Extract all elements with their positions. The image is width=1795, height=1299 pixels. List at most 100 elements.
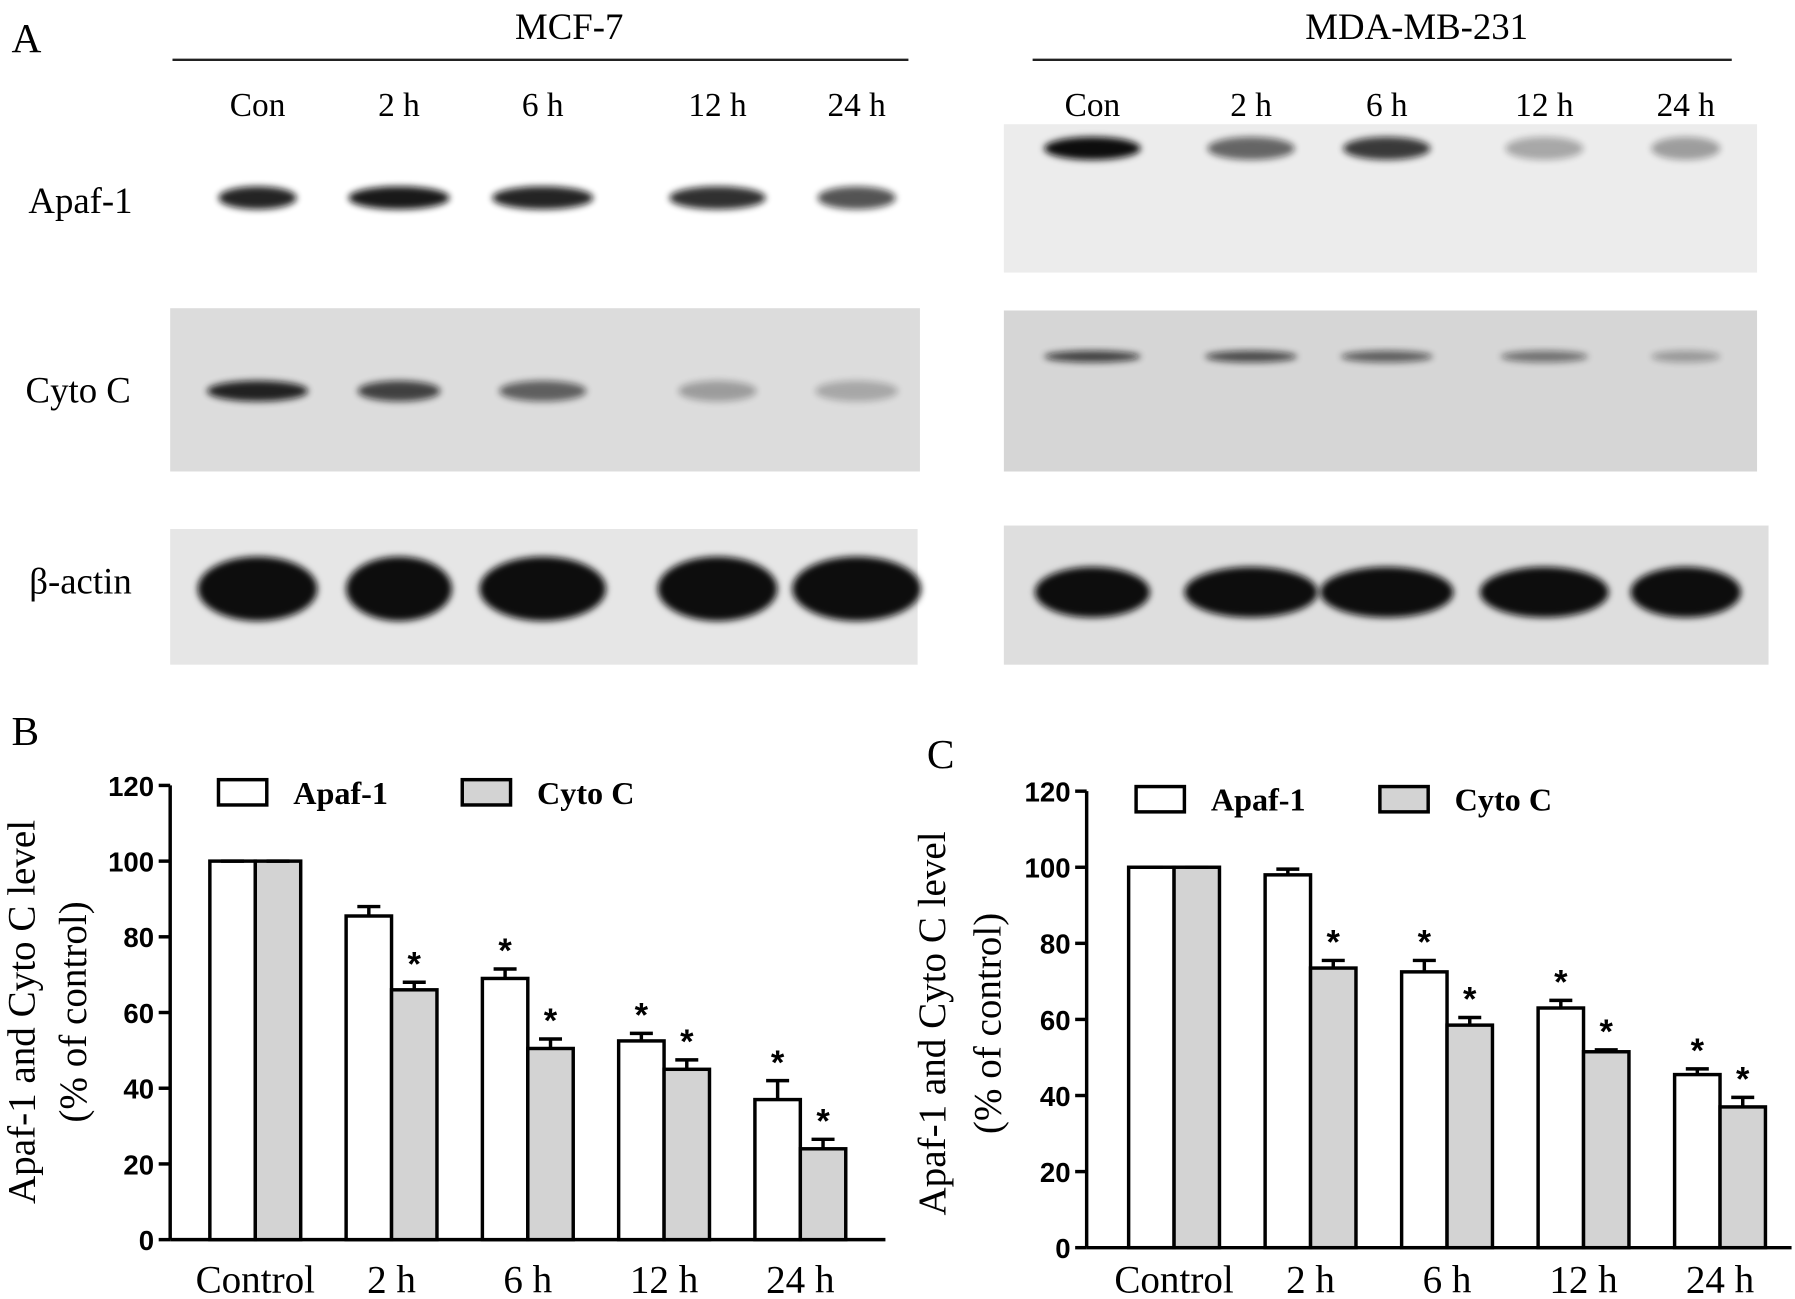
y-tick-label: 40 xyxy=(1040,1081,1071,1112)
legend-label: Cyto C xyxy=(1455,782,1552,818)
y-tick-label: 60 xyxy=(123,998,154,1029)
error-bar xyxy=(539,1037,563,1049)
row-label: Cyto C xyxy=(26,370,131,411)
band xyxy=(669,186,766,210)
bar xyxy=(1308,966,1358,1250)
y-tick-label: 80 xyxy=(123,922,154,953)
y-tick-label: 0 xyxy=(139,1225,154,1256)
lane-label: 2 h xyxy=(1230,87,1272,124)
band xyxy=(1651,350,1721,363)
band xyxy=(479,556,606,621)
error-bar xyxy=(1549,998,1573,1009)
blot-background xyxy=(1003,310,1758,472)
y-axis-label: (% of control) xyxy=(52,901,95,1122)
bar xyxy=(1718,1105,1768,1250)
band xyxy=(1207,136,1295,160)
y-axis-label: (% of control) xyxy=(966,913,1009,1134)
panel-label: A xyxy=(11,15,41,61)
bar xyxy=(1672,1072,1722,1250)
significance-marker: * xyxy=(1600,1013,1614,1051)
band xyxy=(1340,350,1433,363)
legend-label: Cyto C xyxy=(537,775,634,811)
lane-label: Con xyxy=(230,87,286,124)
error-bar xyxy=(1731,1095,1755,1107)
band xyxy=(1630,566,1741,618)
bar xyxy=(208,859,258,1242)
x-tick-label: 2 h xyxy=(1286,1259,1335,1299)
significance-marker: * xyxy=(1327,924,1341,962)
band xyxy=(817,186,896,210)
bar xyxy=(389,988,439,1242)
error-bar xyxy=(811,1137,835,1149)
legend-label: Apaf-1 xyxy=(1211,782,1306,818)
y-tick-label: 100 xyxy=(1025,853,1071,884)
bar xyxy=(253,859,303,1242)
bar xyxy=(1445,1023,1495,1250)
lane-label: 6 h xyxy=(522,87,564,124)
significance-marker: * xyxy=(1463,981,1477,1019)
y-tick-label: 20 xyxy=(1040,1157,1071,1188)
y-tick-label: 120 xyxy=(1025,777,1071,808)
y-axis-label: Apaf-1 and Cyto C level xyxy=(911,831,954,1215)
row-label: Apaf-1 xyxy=(28,180,132,221)
bar xyxy=(526,1046,575,1242)
lane-label: 12 h xyxy=(688,87,747,124)
y-tick-label: 80 xyxy=(1040,929,1071,960)
band xyxy=(492,186,594,210)
bar xyxy=(1263,873,1313,1250)
error-bar xyxy=(493,967,517,979)
x-tick-label: Control xyxy=(196,1259,316,1299)
x-tick-label: 12 h xyxy=(1549,1259,1618,1299)
y-tick-label: 60 xyxy=(1040,1005,1071,1036)
error-bar xyxy=(675,1058,699,1070)
x-tick-label: 24 h xyxy=(1686,1259,1755,1299)
band xyxy=(197,556,318,621)
band xyxy=(1479,566,1609,618)
error-bar xyxy=(357,904,381,917)
band xyxy=(1184,566,1318,618)
significance-marker: * xyxy=(680,1023,694,1061)
x-tick-label: 2 h xyxy=(367,1259,416,1299)
bar xyxy=(480,976,530,1242)
x-tick-label: Control xyxy=(1114,1259,1234,1299)
lane-label: Con xyxy=(1065,87,1121,124)
band xyxy=(1320,566,1454,618)
significance-marker: * xyxy=(544,1002,558,1040)
bar xyxy=(1126,865,1176,1250)
band xyxy=(1205,350,1298,363)
band xyxy=(346,556,452,621)
bar xyxy=(344,914,394,1242)
significance-marker: * xyxy=(1418,924,1432,962)
significance-marker: * xyxy=(408,945,422,983)
panel-label: B xyxy=(11,708,39,754)
band xyxy=(206,380,309,402)
y-tick-label: 120 xyxy=(108,771,154,802)
lane-label: 2 h xyxy=(378,87,420,124)
band xyxy=(678,380,757,402)
band xyxy=(792,556,922,621)
x-tick-label: 6 h xyxy=(1423,1259,1472,1299)
band xyxy=(657,556,778,621)
error-bar xyxy=(629,1031,653,1041)
band xyxy=(1651,136,1721,160)
band xyxy=(1343,136,1431,160)
panel-label: C xyxy=(927,731,955,777)
bar xyxy=(1399,970,1449,1250)
significance-marker: * xyxy=(1736,1061,1750,1099)
bar xyxy=(1536,1006,1586,1250)
significance-marker: * xyxy=(1554,964,1568,1002)
y-tick-label: 20 xyxy=(123,1149,154,1180)
error-bar xyxy=(1276,867,1300,875)
significance-marker: * xyxy=(816,1102,830,1140)
error-bar xyxy=(1685,1067,1709,1075)
blot-title: MDA-MB-231 xyxy=(1305,6,1528,47)
bar xyxy=(616,1039,666,1242)
legend-swatch xyxy=(1378,784,1430,814)
y-tick-label: 0 xyxy=(1055,1233,1070,1264)
row-label: β-actin xyxy=(29,560,131,601)
y-axis-label: Apaf-1 and Cyto C level xyxy=(0,820,43,1204)
bar xyxy=(1581,1050,1631,1250)
error-bar xyxy=(1594,1048,1618,1052)
legend-swatch xyxy=(216,777,269,807)
